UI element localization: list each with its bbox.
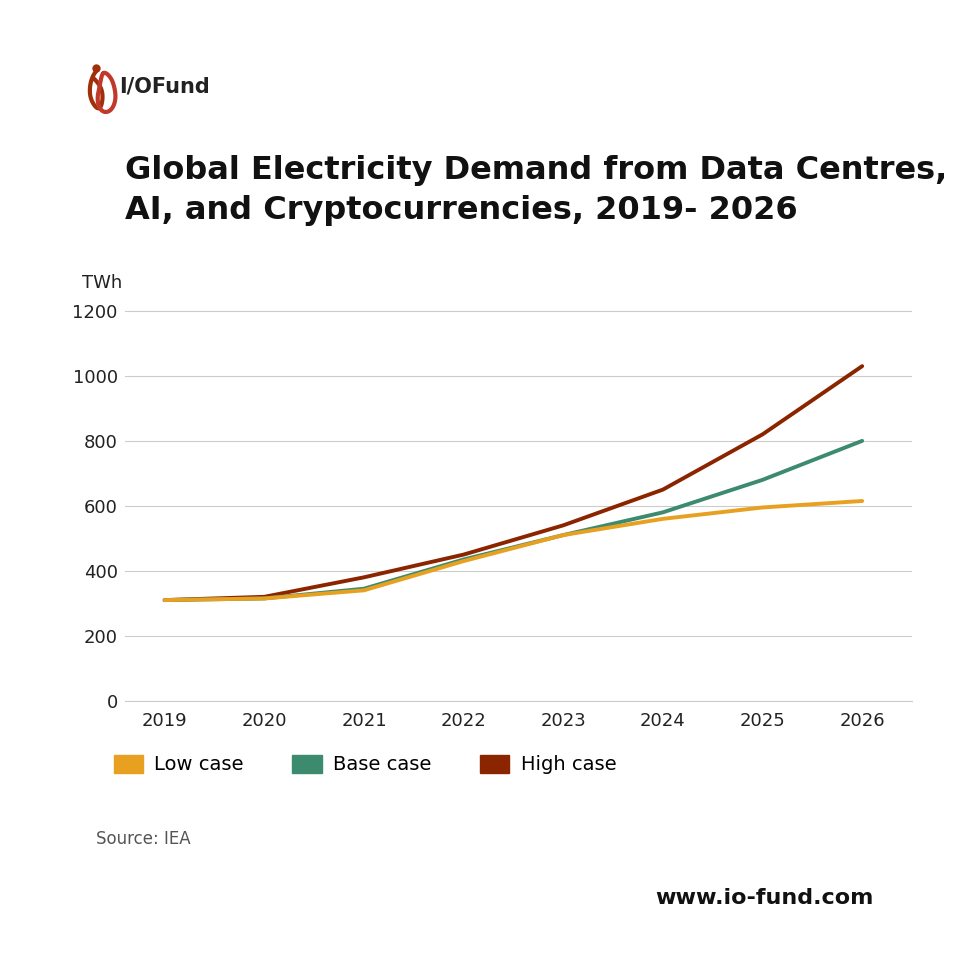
- Text: I/OFund: I/OFund: [119, 77, 209, 96]
- Legend: Low case, Base case, High case: Low case, Base case, High case: [106, 747, 625, 782]
- Text: www.io-fund.com: www.io-fund.com: [656, 888, 874, 908]
- Text: TWh: TWh: [82, 274, 122, 292]
- Text: Global Electricity Demand from Data Centres,
AI, and Cryptocurrencies, 2019- 202: Global Electricity Demand from Data Cent…: [125, 156, 948, 226]
- Text: Source: IEA: Source: IEA: [96, 830, 191, 849]
